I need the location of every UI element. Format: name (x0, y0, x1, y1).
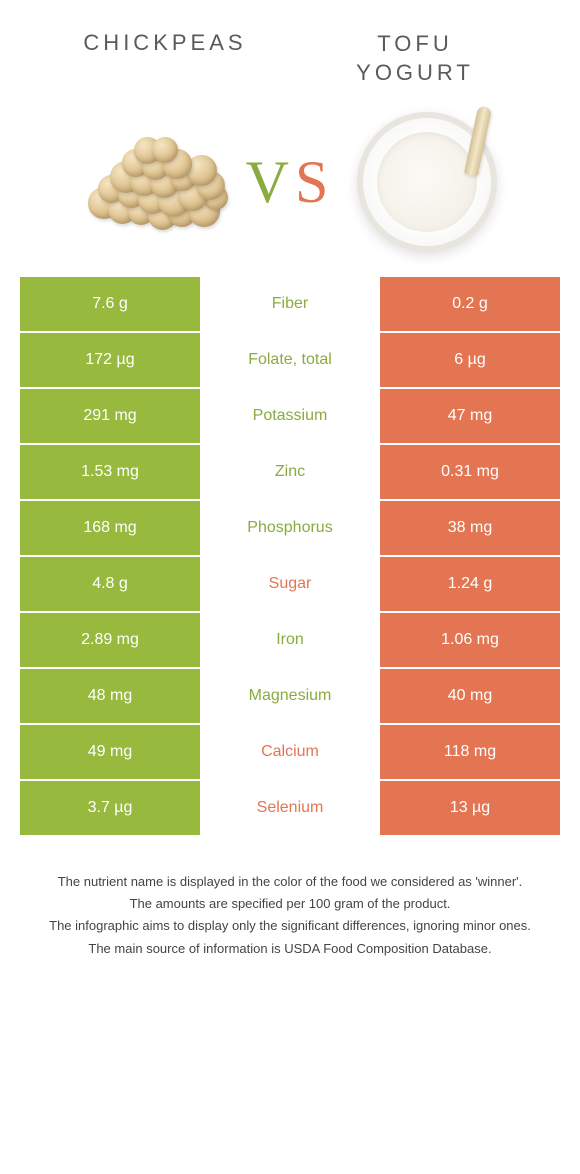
nutrient-label: Potassium (200, 389, 380, 443)
right-value: 1.24 g (380, 557, 560, 611)
table-row: 2.89 mgIron1.06 mg (20, 613, 560, 669)
right-value: 47 mg (380, 389, 560, 443)
vs-v: V (246, 149, 295, 215)
vs-row: VS (0, 102, 580, 277)
header: CHICKPEAS TOFUYOGURT (0, 0, 580, 102)
left-value: 1.53 mg (20, 445, 200, 499)
nutrient-label: Phosphorus (200, 501, 380, 555)
title-tofu-yogurt: TOFUYOGURT (290, 30, 540, 87)
left-value: 7.6 g (20, 277, 200, 331)
right-value: 13 µg (380, 781, 560, 835)
nutrient-label: Zinc (200, 445, 380, 499)
right-value: 0.2 g (380, 277, 560, 331)
left-value: 168 mg (20, 501, 200, 555)
left-value: 49 mg (20, 725, 200, 779)
footer-line: The main source of information is USDA F… (35, 939, 545, 959)
table-row: 49 mgCalcium118 mg (20, 725, 560, 781)
footer-line: The infographic aims to display only the… (35, 916, 545, 936)
nutrient-label: Fiber (200, 277, 380, 331)
table-row: 3.7 µgSelenium13 µg (20, 781, 560, 837)
vs-s: S (295, 149, 334, 215)
table-row: 291 mgPotassium47 mg (20, 389, 560, 445)
right-value: 6 µg (380, 333, 560, 387)
table-row: 48 mgMagnesium40 mg (20, 669, 560, 725)
footer-line: The amounts are specified per 100 gram o… (35, 894, 545, 914)
right-value: 0.31 mg (380, 445, 560, 499)
table-row: 172 µgFolate, total6 µg (20, 333, 560, 389)
left-value: 4.8 g (20, 557, 200, 611)
left-value: 3.7 µg (20, 781, 200, 835)
table-row: 1.53 mgZinc0.31 mg (20, 445, 560, 501)
yogurt-image (344, 112, 509, 252)
right-value: 1.06 mg (380, 613, 560, 667)
title-chickpeas: CHICKPEAS (40, 30, 290, 87)
footer-line: The nutrient name is displayed in the co… (35, 872, 545, 892)
left-value: 172 µg (20, 333, 200, 387)
nutrient-label: Folate, total (200, 333, 380, 387)
left-value: 2.89 mg (20, 613, 200, 667)
vs-label: VS (246, 148, 335, 217)
table-row: 4.8 gSugar1.24 g (20, 557, 560, 613)
chickpeas-image (71, 112, 236, 252)
nutrient-label: Sugar (200, 557, 380, 611)
nutrient-label: Iron (200, 613, 380, 667)
table-row: 7.6 gFiber0.2 g (20, 277, 560, 333)
nutrient-label: Calcium (200, 725, 380, 779)
nutrient-label: Selenium (200, 781, 380, 835)
right-value: 118 mg (380, 725, 560, 779)
table-row: 168 mgPhosphorus38 mg (20, 501, 560, 557)
nutrient-table: 7.6 gFiber0.2 g172 µgFolate, total6 µg29… (0, 277, 580, 837)
nutrient-label: Magnesium (200, 669, 380, 723)
left-value: 291 mg (20, 389, 200, 443)
footer-notes: The nutrient name is displayed in the co… (0, 837, 580, 959)
right-value: 40 mg (380, 669, 560, 723)
right-value: 38 mg (380, 501, 560, 555)
left-value: 48 mg (20, 669, 200, 723)
